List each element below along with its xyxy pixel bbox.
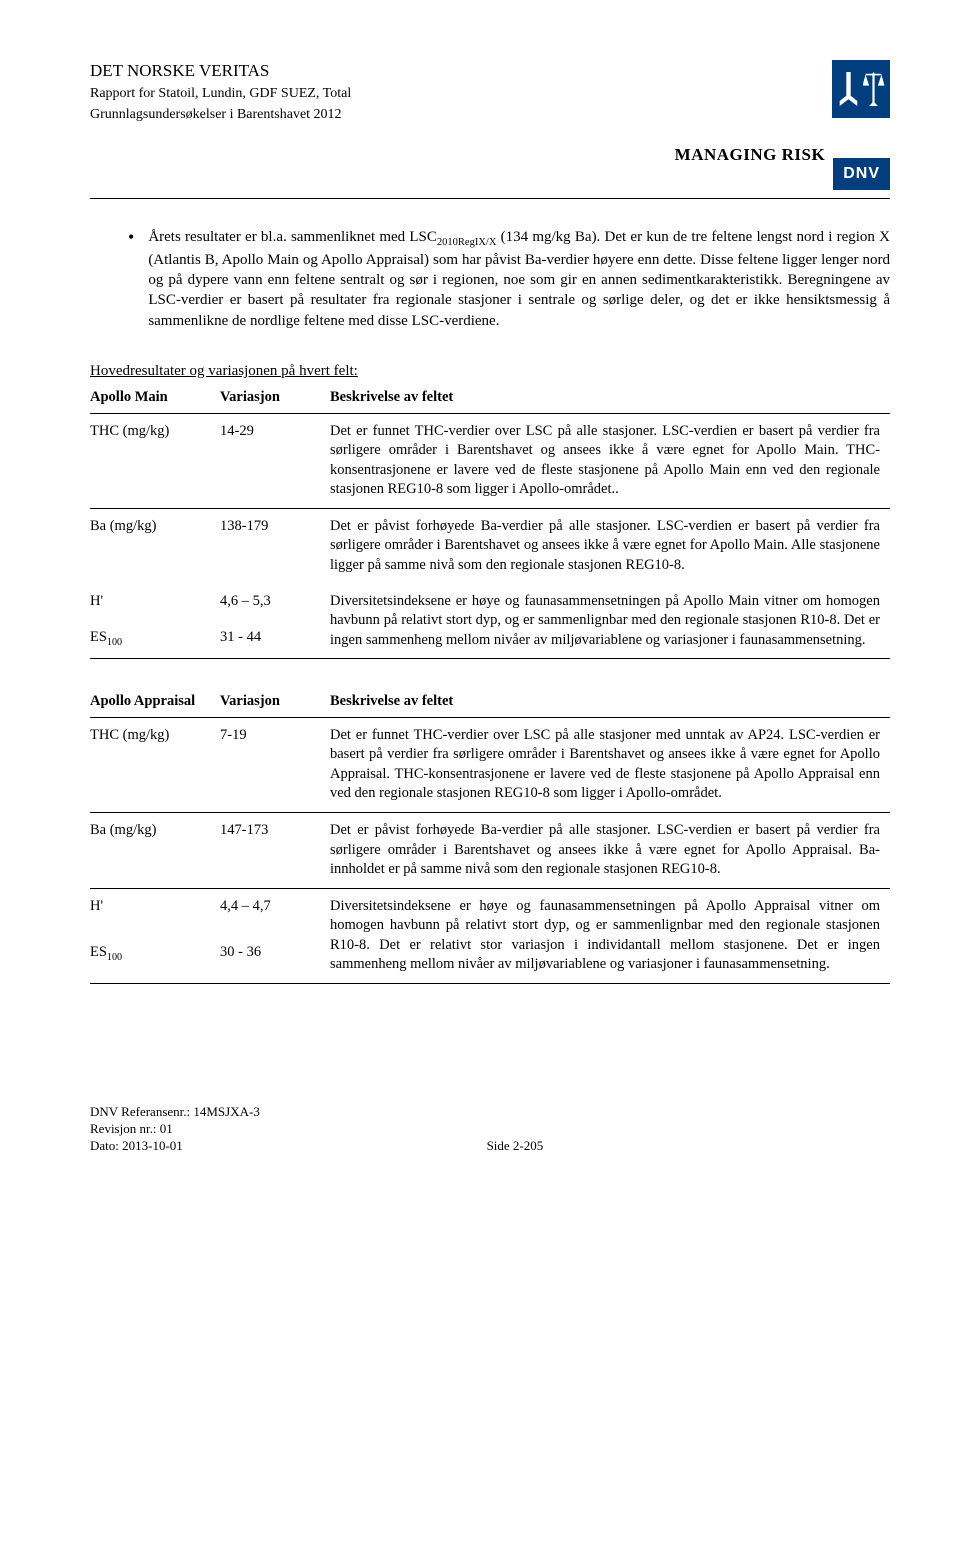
- page-footer: DNV Referansenr.: 14MSJXA-3 Revisjon nr.…: [90, 1104, 890, 1155]
- scale-icon: [863, 72, 885, 106]
- t1-h1: Apollo Main: [90, 383, 220, 413]
- t1-h3: Beskrivelse av feltet: [330, 383, 890, 413]
- results-heading: Hovedresultater og variasjonen på hvert …: [90, 361, 890, 381]
- t1-g-v2: 31 - 44: [220, 620, 330, 659]
- t2-h2: Variasjon: [220, 687, 330, 717]
- dnv-shield-icon: [832, 60, 890, 118]
- t2-h3: Beskrivelse av feltet: [330, 687, 890, 717]
- t1-g-v1: 4,6 – 5,3: [220, 584, 330, 620]
- bullet-sub: 2010RegIX/X: [437, 237, 497, 248]
- table-apollo-appraisal: Apollo Appraisal Variasjon Beskrivelse a…: [90, 687, 890, 984]
- t1-r0-d: Det er funnet THC-verdier over LSC på al…: [330, 413, 890, 508]
- t1-r1-d: Det er påvist forhøyede Ba-verdier på al…: [330, 508, 890, 583]
- t2-g-d: Diversitetsindeksene er høye og faunasam…: [330, 888, 890, 983]
- t1-r0-v: 14-29: [220, 413, 330, 508]
- header-right: MANAGING RISK DNV: [675, 60, 890, 190]
- footer-rev: Revisjon nr.: 01: [90, 1121, 260, 1138]
- t2-g-p1: H': [90, 888, 220, 934]
- dnv-logo-icon: DNV: [833, 158, 890, 190]
- table-row: H' 4,4 – 4,7 Diversitetsindeksene er høy…: [90, 888, 890, 934]
- t2-r0-v: 7-19: [220, 717, 330, 812]
- t2-r0-p: THC (mg/kg): [90, 717, 220, 812]
- table-row: Ba (mg/kg) 138-179 Det er påvist forhøye…: [90, 508, 890, 583]
- managing-risk-label: MANAGING RISK: [675, 144, 826, 167]
- t2-h1: Apollo Appraisal: [90, 687, 220, 717]
- header-divider: [90, 198, 890, 199]
- table-row: Ba (mg/kg) 147-173 Det er påvist forhøye…: [90, 813, 890, 889]
- table-row: THC (mg/kg) 14-29 Det er funnet THC-verd…: [90, 413, 890, 508]
- bullet-dot-icon: •: [128, 227, 134, 331]
- t2-r1-d: Det er påvist forhøyede Ba-verdier på al…: [330, 813, 890, 889]
- header-right-stack: MANAGING RISK DNV: [675, 60, 890, 190]
- t1-r1-v: 138-179: [220, 508, 330, 583]
- t2-r1-v: 147-173: [220, 813, 330, 889]
- header-left: DET NORSKE VERITAS Rapport for Statoil, …: [90, 60, 675, 125]
- t1-r1-p: Ba (mg/kg): [90, 508, 220, 583]
- t1-g-p2: ES100: [90, 620, 220, 659]
- t2-r0-d: Det er funnet THC-verdier over LSC på al…: [330, 717, 890, 812]
- t1-g-d: Diversitetsindeksene er høye og faunasam…: [330, 584, 890, 659]
- header-sub2: Grunnlagsundersøkelser i Barentshavet 20…: [90, 106, 675, 125]
- table-row: THC (mg/kg) 7-19 Det er funnet THC-verdi…: [90, 717, 890, 812]
- table-apollo-main: Apollo Main Variasjon Beskrivelse av fel…: [90, 383, 890, 659]
- t1-g-p1: H': [90, 584, 220, 620]
- anchor-icon: [838, 72, 860, 106]
- t2-g-p2: ES100: [90, 935, 220, 984]
- header-sub1: Rapport for Statoil, Lundin, GDF SUEZ, T…: [90, 85, 675, 104]
- t2-g-v2: 30 - 36: [220, 935, 330, 984]
- t2-r1-p: Ba (mg/kg): [90, 813, 220, 889]
- footer-ref: DNV Referansenr.: 14MSJXA-3: [90, 1104, 260, 1121]
- bullet-text: Årets resultater er bl.a. sammenliknet m…: [148, 227, 890, 331]
- t1-h2: Variasjon: [220, 383, 330, 413]
- footer-page: Side 2-205: [140, 1137, 890, 1155]
- org-name: DET NORSKE VERITAS: [90, 60, 675, 83]
- bullet-prefix: Årets resultater er bl.a. sammenliknet m…: [148, 229, 437, 245]
- table-row: H' 4,6 – 5,3 Diversitetsindeksene er høy…: [90, 584, 890, 620]
- bullet-block: • Årets resultater er bl.a. sammenliknet…: [128, 227, 890, 331]
- page-header: DET NORSKE VERITAS Rapport for Statoil, …: [90, 60, 890, 190]
- t1-r0-p: THC (mg/kg): [90, 413, 220, 508]
- t2-g-v1: 4,4 – 4,7: [220, 888, 330, 934]
